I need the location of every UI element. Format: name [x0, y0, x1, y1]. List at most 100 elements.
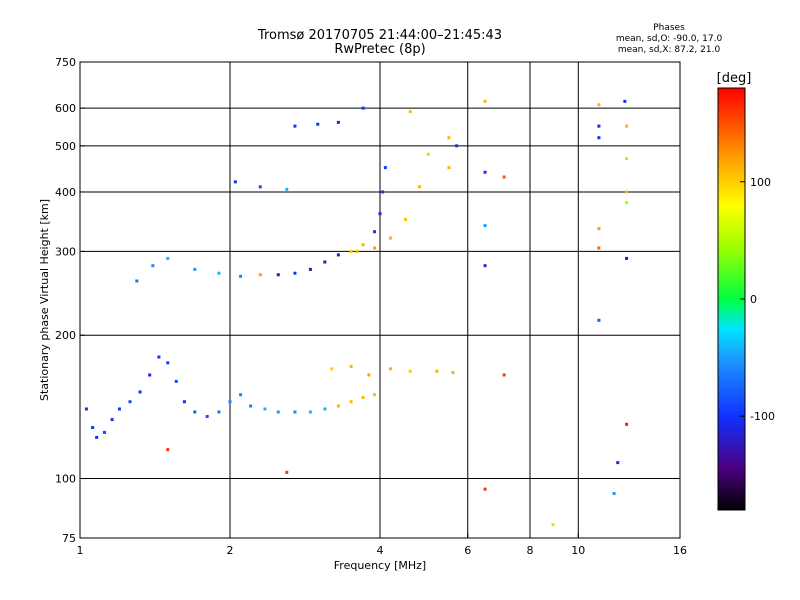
- colorbar-tick-label: -100: [750, 410, 775, 423]
- data-point: [349, 364, 353, 368]
- colorbar-label: [deg]: [717, 71, 752, 86]
- grid-lines: [80, 62, 680, 538]
- data-point: [128, 400, 132, 404]
- x-tick-label: 4: [377, 544, 384, 557]
- data-point: [239, 274, 243, 278]
- data-point: [336, 120, 340, 124]
- colorbar-tick-label: 100: [750, 176, 771, 189]
- data-point: [426, 152, 430, 156]
- data-point: [205, 414, 209, 418]
- data-point: [135, 279, 139, 283]
- y-tick-label: 500: [55, 140, 76, 153]
- data-point: [597, 318, 601, 322]
- data-point: [625, 422, 629, 426]
- data-point: [233, 180, 237, 184]
- colorbar-tick-label: 0: [750, 293, 757, 306]
- y-tick-label: 200: [55, 329, 76, 342]
- y-tick-label: 100: [55, 473, 76, 486]
- data-point: [166, 361, 170, 365]
- y-tick-label: 600: [55, 102, 76, 115]
- data-point: [361, 106, 365, 110]
- phase-info-heading: Phases: [653, 23, 685, 33]
- data-point: [285, 187, 289, 191]
- x-tick-label: 8: [527, 544, 534, 557]
- data-point: [349, 249, 353, 253]
- data-point: [308, 410, 312, 414]
- data-point: [228, 400, 232, 404]
- data-point: [138, 390, 142, 394]
- data-point: [502, 175, 506, 179]
- data-point: [403, 218, 407, 222]
- data-point: [483, 99, 487, 103]
- data-point: [625, 190, 629, 194]
- data-point: [95, 435, 99, 439]
- data-point: [316, 122, 320, 126]
- data-point: [217, 271, 221, 275]
- data-point: [336, 404, 340, 408]
- data-point: [323, 260, 327, 264]
- data-point: [355, 249, 359, 253]
- data-point: [193, 267, 197, 271]
- data-point: [455, 144, 459, 148]
- chart-subtitle: RwPretec (8p): [334, 42, 425, 57]
- data-point: [293, 410, 297, 414]
- data-point: [276, 273, 280, 277]
- data-point: [378, 212, 382, 216]
- y-tick-label: 750: [55, 56, 76, 69]
- data-point: [361, 243, 365, 247]
- data-point: [157, 355, 161, 359]
- data-point: [408, 110, 412, 114]
- data-point: [612, 492, 616, 496]
- data-point: [249, 404, 253, 408]
- data-point: [447, 136, 451, 140]
- data-point: [276, 410, 280, 414]
- data-point: [91, 425, 95, 429]
- x-tick-label: 10: [571, 544, 585, 557]
- data-point: [323, 407, 327, 411]
- data-point: [597, 103, 601, 107]
- data-point: [616, 461, 620, 465]
- data-point: [361, 395, 365, 399]
- y-tick-label: 300: [55, 245, 76, 258]
- data-point: [597, 246, 601, 250]
- data-point: [293, 271, 297, 275]
- y-tick-label: 75: [62, 532, 76, 545]
- data-point: [597, 124, 601, 128]
- data-point: [151, 264, 155, 268]
- x-tick-label: 2: [227, 544, 234, 557]
- data-point: [383, 166, 387, 170]
- data-point: [483, 224, 487, 228]
- data-point: [117, 407, 121, 411]
- x-axis-label: Frequency [MHz]: [334, 559, 426, 572]
- chart-title: Tromsø 20170705 21:44:00–21:45:43: [257, 28, 502, 43]
- data-point: [349, 400, 353, 404]
- data-point: [367, 373, 371, 377]
- data-points: [84, 99, 629, 527]
- y-tick-label: 400: [55, 186, 76, 199]
- data-point: [336, 253, 340, 257]
- data-point: [174, 379, 178, 383]
- data-point: [389, 367, 393, 371]
- data-point: [84, 407, 88, 411]
- data-point: [103, 430, 107, 434]
- data-point: [435, 369, 439, 373]
- data-point: [502, 373, 506, 377]
- data-point: [293, 124, 297, 128]
- data-point: [330, 367, 334, 371]
- data-point: [381, 190, 385, 194]
- axis-ticks: 1 2 4 6 8 10 16 75 100 200 300 400 500 600 750: [55, 56, 687, 557]
- data-point: [625, 201, 629, 205]
- y-axis-label: Stationary phase Virtual Height [km]: [38, 199, 51, 401]
- data-point: [551, 523, 555, 527]
- data-point: [625, 256, 629, 260]
- data-point: [258, 273, 262, 277]
- data-point: [182, 400, 186, 404]
- data-point: [483, 264, 487, 268]
- data-point: [258, 185, 262, 189]
- data-point: [166, 448, 170, 452]
- data-point: [239, 393, 243, 397]
- data-point: [217, 410, 221, 414]
- x-tick-label: 6: [464, 544, 471, 557]
- data-point: [597, 136, 601, 140]
